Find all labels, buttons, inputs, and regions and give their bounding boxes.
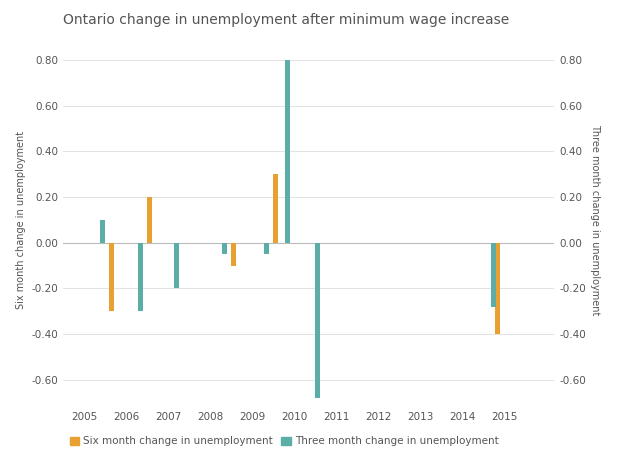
Y-axis label: Six month change in unemployment: Six month change in unemployment — [16, 131, 26, 309]
Text: Ontario change in unemployment after minimum wage increase: Ontario change in unemployment after min… — [63, 14, 509, 28]
Bar — [273, 174, 278, 243]
Bar — [147, 197, 152, 243]
Y-axis label: Three month change in unemployment: Three month change in unemployment — [590, 124, 600, 315]
Bar — [314, 243, 319, 398]
Bar — [231, 243, 236, 266]
Bar — [491, 243, 496, 307]
Bar — [100, 220, 105, 243]
Bar — [109, 243, 114, 311]
Bar — [495, 243, 500, 334]
Bar — [222, 243, 227, 254]
Bar — [174, 243, 179, 288]
Bar — [138, 243, 143, 311]
Bar — [285, 60, 290, 243]
Bar — [264, 243, 269, 254]
Legend: Six month change in unemployment, Three month change in unemployment: Six month change in unemployment, Three … — [66, 432, 503, 451]
